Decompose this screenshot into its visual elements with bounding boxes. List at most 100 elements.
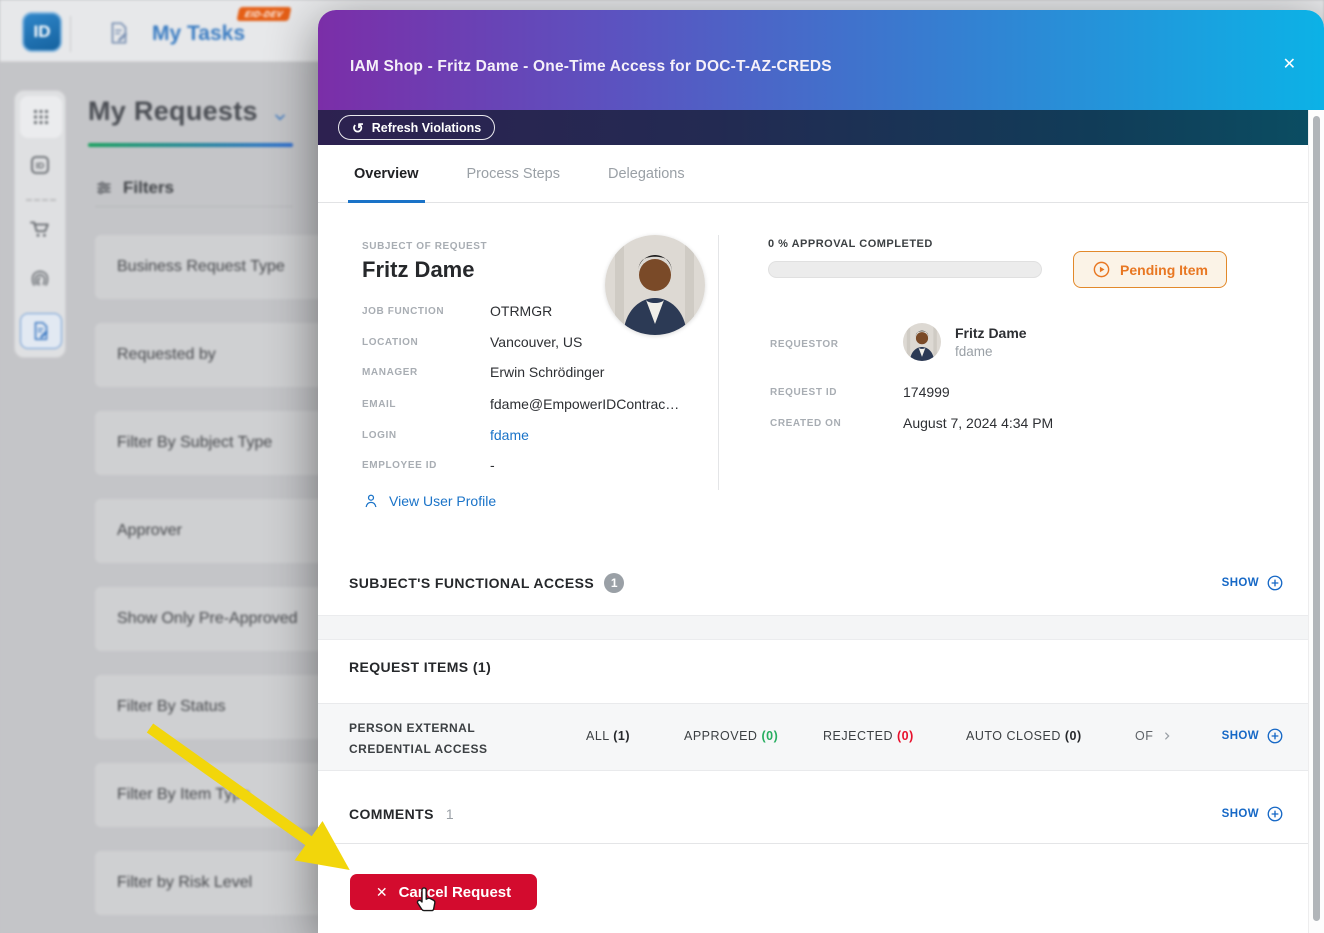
- chevron-down-icon[interactable]: [270, 110, 290, 124]
- manager-label: MANAGER: [362, 367, 418, 378]
- my-tasks-label[interactable]: My Tasks: [152, 22, 245, 45]
- tab-process-steps[interactable]: Process Steps: [466, 165, 561, 182]
- filters-label: Filters: [123, 178, 175, 197]
- of-pager[interactable]: OF: [1135, 729, 1172, 743]
- page-title: My Requests: [88, 96, 258, 126]
- status-filter-auto-closed[interactable]: AUTO CLOSED (0): [966, 729, 1082, 743]
- employee-id-label: EMPLOYEE ID: [362, 460, 437, 471]
- requestor-label: REQUESTOR: [770, 339, 839, 350]
- filter-by-status[interactable]: Filter By Status: [95, 675, 355, 739]
- request-items-title: REQUEST ITEMS (1): [349, 659, 492, 675]
- location-value: Vancouver, US: [490, 334, 583, 350]
- request-item-row: PERSON EXTERNAL CREDENTIAL ACCESS ALL (1…: [318, 703, 1308, 771]
- play-circle-icon: [1092, 260, 1111, 279]
- close-icon[interactable]: ✕: [1282, 56, 1296, 73]
- functional-access-section: SUBJECT'S FUNCTIONAL ACCESS 1 SHOW: [318, 570, 1308, 596]
- tab-overview[interactable]: Overview: [330, 145, 443, 203]
- empowerid-logo[interactable]: ID: [22, 12, 62, 52]
- pending-item-button[interactable]: Pending Item: [1073, 251, 1227, 288]
- modal-content: Overview Process Steps Delegations SUBJE…: [318, 145, 1308, 933]
- requestor-name: Fritz Dame: [955, 325, 1027, 341]
- plus-circle-icon: [1266, 574, 1284, 592]
- tabs-row: Overview Process Steps Delegations: [318, 145, 1308, 203]
- approval-progress-label: 0 % APPROVAL COMPLETED: [768, 238, 933, 250]
- filter-by-risk-level[interactable]: Filter by Risk Level: [95, 851, 355, 915]
- modal-title: IAM Shop - Fritz Dame - One-Time Access …: [350, 58, 832, 75]
- plus-circle-icon: [1266, 727, 1284, 745]
- modal-scrollbar-thumb[interactable]: [1313, 116, 1320, 921]
- requestor-avatar: [903, 323, 941, 361]
- status-filter-rejected[interactable]: REJECTED (0): [823, 729, 914, 743]
- show-label: SHOW: [1221, 808, 1259, 820]
- person-icon: [362, 492, 380, 510]
- show-label: SHOW: [1221, 730, 1259, 742]
- title-underline: [88, 143, 293, 147]
- rejected-count: (0): [896, 729, 914, 743]
- filter-business-request-type[interactable]: Business Request Type: [95, 235, 355, 299]
- my-tasks-icon: [106, 20, 132, 46]
- job-function-value: OTRMGR: [490, 303, 553, 319]
- filter-show-only-pre-approved[interactable]: Show Only Pre-Approved: [95, 587, 355, 651]
- location-label: LOCATION: [362, 337, 419, 348]
- cancel-request-label: Cancel Request: [398, 883, 512, 901]
- my-requests-active-icon[interactable]: [20, 313, 62, 349]
- modal-header: IAM Shop - Fritz Dame - One-Time Access …: [318, 10, 1324, 110]
- filter-by-subject-type[interactable]: Filter By Subject Type: [95, 411, 355, 475]
- subject-of-request-label: SUBJECT OF REQUEST: [362, 241, 488, 252]
- functional-access-title: SUBJECT'S FUNCTIONAL ACCESS: [349, 575, 595, 591]
- filters-divider: [95, 206, 293, 207]
- created-on-value: August 7, 2024 4:34 PM: [903, 415, 1054, 431]
- auto-closed-count: (0): [1064, 729, 1082, 743]
- auto-closed-label: AUTO CLOSED: [966, 729, 1061, 743]
- chevron-right-icon: [1162, 731, 1172, 741]
- job-function-label: JOB FUNCTION: [362, 306, 445, 317]
- request-items-section: REQUEST ITEMS (1): [318, 657, 1308, 677]
- subject-avatar: [605, 235, 705, 335]
- functional-access-show-button[interactable]: SHOW: [1222, 574, 1284, 592]
- rail-divider: [26, 199, 56, 201]
- of-label: OF: [1135, 729, 1154, 743]
- approved-label: APPROVED: [684, 729, 758, 743]
- comments-count: 1: [445, 806, 454, 822]
- approval-progress-bar: [768, 261, 1042, 278]
- request-id-label: REQUEST ID: [770, 387, 838, 398]
- status-filter-approved[interactable]: APPROVED (0): [684, 729, 778, 743]
- id-badge-icon[interactable]: [28, 153, 52, 177]
- cancel-request-button[interactable]: ✕ Cancel Request: [350, 874, 537, 910]
- section-separator-band: [318, 615, 1308, 640]
- comments-show-button[interactable]: SHOW: [1222, 805, 1284, 823]
- shopping-cart-icon[interactable]: [28, 217, 52, 241]
- pending-item-label: Pending Item: [1120, 261, 1208, 278]
- request-id-value: 174999: [903, 384, 950, 400]
- subject-name: Fritz Dame: [362, 257, 475, 282]
- filter-by-item-type[interactable]: Filter By Item Type: [95, 763, 355, 827]
- view-user-profile-label: View User Profile: [389, 493, 497, 509]
- apps-grid-icon[interactable]: [20, 96, 62, 138]
- comments-section: COMMENTS 1 SHOW: [318, 803, 1308, 825]
- plus-circle-icon: [1266, 805, 1284, 823]
- login-label: LOGIN: [362, 430, 397, 441]
- refresh-violations-label: Refresh Violations: [371, 120, 482, 135]
- view-user-profile-link[interactable]: View User Profile: [362, 492, 496, 510]
- approved-count: (0): [761, 729, 779, 743]
- refresh-violations-button[interactable]: ↺ Refresh Violations: [338, 115, 496, 140]
- rejected-label: REJECTED: [823, 729, 893, 743]
- email-label: EMAIL: [362, 399, 397, 410]
- topbar-divider: [70, 16, 71, 52]
- tab-delegations[interactable]: Delegations: [608, 165, 685, 182]
- all-count: (1): [613, 729, 631, 743]
- item-name-line1: PERSON EXTERNAL: [349, 721, 476, 735]
- fingerprint-icon[interactable]: [28, 267, 52, 291]
- request-items-show-button[interactable]: SHOW: [1222, 727, 1284, 745]
- x-icon: ✕: [375, 883, 388, 900]
- login-link[interactable]: fdame: [490, 427, 529, 443]
- filter-approver[interactable]: Approver: [95, 499, 355, 563]
- filter-sliders-icon: [95, 179, 113, 197]
- functional-access-count-badge: 1: [604, 573, 625, 593]
- modal-scrollbar-track[interactable]: [1308, 110, 1324, 933]
- filter-requested-by[interactable]: Requested by: [95, 323, 355, 387]
- employee-id-value: -: [490, 457, 495, 473]
- comments-title: COMMENTS: [349, 806, 434, 822]
- status-filter-all[interactable]: ALL (1): [586, 729, 630, 743]
- request-item-name: PERSON EXTERNAL CREDENTIAL ACCESS: [349, 718, 488, 760]
